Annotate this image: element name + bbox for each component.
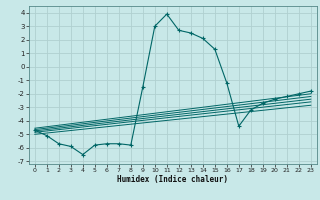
X-axis label: Humidex (Indice chaleur): Humidex (Indice chaleur) [117,175,228,184]
